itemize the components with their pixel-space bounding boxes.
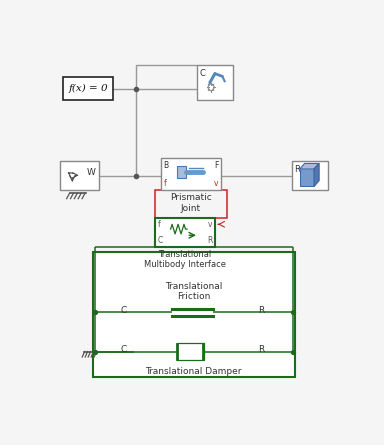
Bar <box>177 166 186 178</box>
Polygon shape <box>300 163 319 169</box>
Text: Translational Damper: Translational Damper <box>146 367 242 376</box>
Text: W: W <box>87 169 96 178</box>
Text: C: C <box>121 345 127 354</box>
Text: f: f <box>157 220 160 229</box>
Bar <box>197 65 232 100</box>
Text: Translational
Friction: Translational Friction <box>165 282 222 301</box>
Bar <box>63 77 114 100</box>
Text: f: f <box>164 179 166 188</box>
Text: R: R <box>295 165 300 174</box>
Polygon shape <box>314 163 319 186</box>
Text: v: v <box>208 220 212 229</box>
Bar <box>155 218 215 247</box>
Text: R: R <box>207 235 212 245</box>
Bar <box>292 162 328 190</box>
Text: C: C <box>199 69 205 78</box>
Text: F: F <box>214 161 218 170</box>
Bar <box>177 343 204 360</box>
Bar <box>161 158 221 190</box>
Text: Prismatic
Joint: Prismatic Joint <box>170 193 212 213</box>
Text: Translational
Multibody Interface: Translational Multibody Interface <box>144 250 226 269</box>
Text: C: C <box>157 235 163 245</box>
Text: C: C <box>121 306 127 315</box>
Bar <box>300 169 314 186</box>
Text: R: R <box>258 306 264 315</box>
Text: f(x) = 0: f(x) = 0 <box>68 84 108 93</box>
Bar <box>93 252 295 377</box>
Text: v: v <box>214 179 218 188</box>
Text: B: B <box>164 161 169 170</box>
Bar <box>60 162 99 190</box>
Text: R: R <box>258 345 264 354</box>
